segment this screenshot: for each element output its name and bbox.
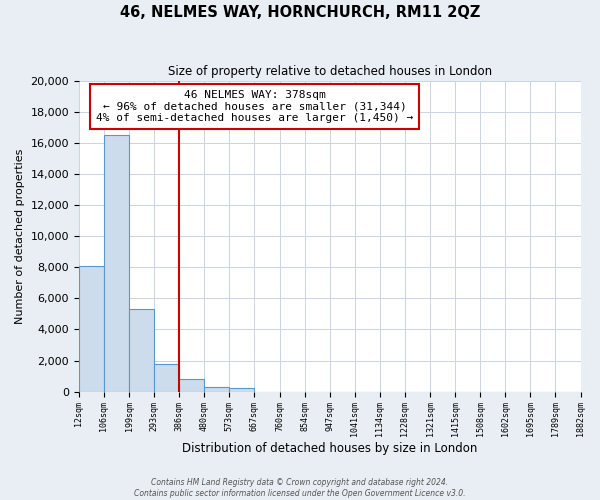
Bar <box>179 380 205 392</box>
Bar <box>205 387 229 392</box>
Bar <box>154 364 179 392</box>
Bar <box>104 135 129 392</box>
Bar <box>229 388 254 392</box>
Title: Size of property relative to detached houses in London: Size of property relative to detached ho… <box>167 65 492 78</box>
Text: Contains HM Land Registry data © Crown copyright and database right 2024.
Contai: Contains HM Land Registry data © Crown c… <box>134 478 466 498</box>
Text: 46 NELMES WAY: 378sqm
← 96% of detached houses are smaller (31,344)
4% of semi-d: 46 NELMES WAY: 378sqm ← 96% of detached … <box>96 90 413 123</box>
Bar <box>79 266 104 392</box>
X-axis label: Distribution of detached houses by size in London: Distribution of detached houses by size … <box>182 442 478 455</box>
Y-axis label: Number of detached properties: Number of detached properties <box>15 148 25 324</box>
Text: 46, NELMES WAY, HORNCHURCH, RM11 2QZ: 46, NELMES WAY, HORNCHURCH, RM11 2QZ <box>120 5 480 20</box>
Bar <box>129 310 154 392</box>
